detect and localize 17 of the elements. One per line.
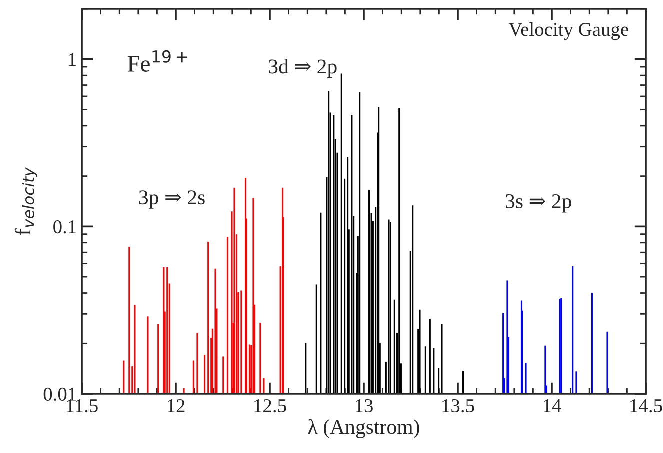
y-tick-label: 0.01 bbox=[44, 388, 76, 402]
annotation: 3d ⇒ 2p bbox=[269, 59, 337, 78]
x-tick-label: 14 bbox=[544, 400, 562, 412]
annotation: 3s ⇒ 2p bbox=[506, 194, 572, 213]
annotation: Fe$^{19+}$ bbox=[128, 50, 188, 72]
annotation: 3p ⇒ 2s bbox=[139, 190, 205, 209]
y-axis-title: f$_{velocity}$ bbox=[14, 167, 38, 236]
x-tick-label: 13 bbox=[356, 399, 373, 413]
x-tick-label: 12 bbox=[168, 399, 185, 412]
annotation: Velocity Gauge bbox=[508, 22, 628, 40]
x-axis-title: λ (Angstrom) bbox=[308, 419, 420, 438]
y-tick-label: 0.1 bbox=[54, 220, 76, 234]
x-tick-label: 12.5 bbox=[254, 399, 286, 413]
x-tick-label: 14.5 bbox=[630, 400, 662, 413]
x-tick-label: 11.5 bbox=[67, 400, 98, 413]
x-tick-label: 13.5 bbox=[442, 399, 474, 413]
y-tick-label: 1 bbox=[69, 53, 76, 66]
